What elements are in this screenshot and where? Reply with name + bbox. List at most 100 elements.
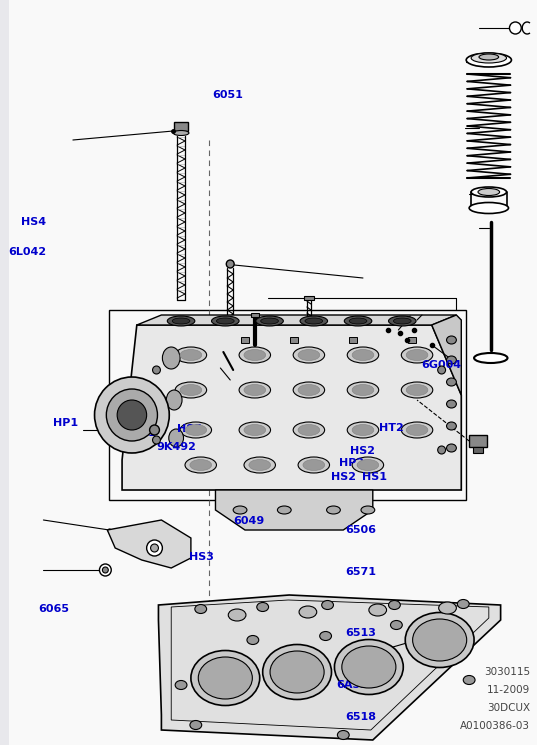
Text: 30DCUX: 30DCUX [487, 703, 530, 713]
Text: 6513: 6513 [345, 628, 376, 638]
Text: 6G004: 6G004 [421, 360, 461, 370]
Text: HT1: HT1 [132, 428, 156, 438]
Ellipse shape [479, 54, 499, 60]
Ellipse shape [352, 384, 374, 396]
Polygon shape [137, 315, 456, 325]
Ellipse shape [474, 353, 507, 363]
Ellipse shape [447, 356, 456, 364]
Ellipse shape [228, 609, 246, 621]
Ellipse shape [190, 460, 212, 471]
Ellipse shape [463, 676, 475, 685]
Ellipse shape [326, 506, 340, 514]
Ellipse shape [458, 600, 469, 609]
Text: 6051: 6051 [213, 90, 244, 101]
Circle shape [153, 366, 161, 374]
Ellipse shape [471, 187, 506, 197]
Ellipse shape [406, 349, 428, 361]
Ellipse shape [469, 203, 509, 214]
Ellipse shape [305, 318, 323, 324]
Ellipse shape [239, 347, 271, 363]
Ellipse shape [394, 318, 411, 324]
Circle shape [106, 389, 157, 441]
Ellipse shape [347, 347, 379, 363]
Ellipse shape [278, 506, 291, 514]
Ellipse shape [412, 619, 467, 661]
Ellipse shape [389, 600, 400, 609]
Ellipse shape [249, 460, 271, 471]
Ellipse shape [369, 604, 387, 616]
Ellipse shape [180, 384, 202, 396]
Ellipse shape [293, 382, 325, 398]
Text: 6571: 6571 [345, 567, 376, 577]
Ellipse shape [216, 318, 234, 324]
Text: HS2: HS2 [331, 472, 356, 482]
Ellipse shape [401, 422, 433, 438]
Polygon shape [432, 315, 461, 395]
Ellipse shape [175, 347, 207, 363]
Polygon shape [122, 325, 461, 490]
Ellipse shape [239, 422, 271, 438]
Circle shape [147, 540, 162, 556]
Text: 6065: 6065 [39, 604, 70, 615]
Text: HS4: HS4 [21, 217, 46, 227]
Circle shape [438, 446, 446, 454]
Ellipse shape [447, 444, 456, 452]
Ellipse shape [298, 457, 330, 473]
Ellipse shape [352, 425, 374, 436]
Text: 6049: 6049 [234, 516, 265, 527]
Ellipse shape [405, 612, 474, 668]
Ellipse shape [344, 316, 372, 326]
Text: A0100386-03: A0100386-03 [460, 721, 530, 731]
Ellipse shape [299, 606, 317, 618]
Ellipse shape [195, 604, 207, 613]
Ellipse shape [298, 349, 320, 361]
Ellipse shape [233, 506, 247, 514]
Ellipse shape [166, 390, 182, 410]
Ellipse shape [185, 457, 216, 473]
Ellipse shape [172, 318, 190, 324]
Ellipse shape [401, 382, 433, 398]
Ellipse shape [447, 422, 456, 430]
Ellipse shape [337, 731, 349, 740]
Ellipse shape [347, 422, 379, 438]
Ellipse shape [244, 457, 275, 473]
Ellipse shape [406, 425, 428, 436]
Text: HP1: HP1 [53, 418, 78, 428]
Polygon shape [215, 490, 373, 530]
Ellipse shape [320, 632, 331, 641]
Ellipse shape [298, 425, 320, 436]
Ellipse shape [298, 384, 320, 396]
Text: HS5: HS5 [177, 424, 202, 434]
Ellipse shape [349, 318, 367, 324]
Ellipse shape [239, 382, 271, 398]
Ellipse shape [300, 316, 328, 326]
Ellipse shape [191, 650, 260, 706]
Ellipse shape [447, 336, 456, 344]
Ellipse shape [447, 378, 456, 386]
Ellipse shape [256, 316, 284, 326]
Ellipse shape [342, 646, 396, 688]
Ellipse shape [347, 382, 379, 398]
Circle shape [510, 22, 521, 34]
Circle shape [103, 567, 108, 573]
Ellipse shape [198, 657, 252, 699]
Bar [473, 447, 483, 453]
Ellipse shape [244, 384, 266, 396]
Text: 11-2009: 11-2009 [487, 685, 530, 695]
Circle shape [150, 425, 159, 435]
Circle shape [150, 544, 158, 552]
Ellipse shape [180, 422, 212, 438]
Ellipse shape [169, 429, 184, 447]
Polygon shape [158, 595, 500, 740]
Bar [349, 337, 357, 343]
Ellipse shape [293, 347, 325, 363]
Ellipse shape [162, 347, 180, 369]
Ellipse shape [168, 316, 195, 326]
Circle shape [117, 400, 147, 430]
Bar [241, 337, 249, 343]
Text: 6L042: 6L042 [8, 247, 46, 257]
Text: HS3: HS3 [188, 552, 213, 562]
Ellipse shape [352, 457, 383, 473]
Polygon shape [107, 520, 191, 568]
Ellipse shape [406, 384, 428, 396]
